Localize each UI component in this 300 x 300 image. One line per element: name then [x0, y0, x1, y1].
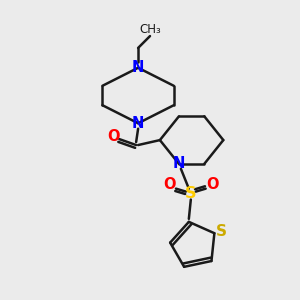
Text: S: S — [185, 186, 196, 201]
Text: N: N — [132, 116, 144, 131]
Text: CH₃: CH₃ — [139, 22, 161, 36]
Text: O: O — [163, 177, 175, 192]
Text: S: S — [216, 224, 227, 239]
Text: N: N — [173, 156, 185, 171]
Text: O: O — [107, 129, 120, 144]
Text: O: O — [206, 177, 219, 192]
Text: N: N — [132, 60, 144, 75]
